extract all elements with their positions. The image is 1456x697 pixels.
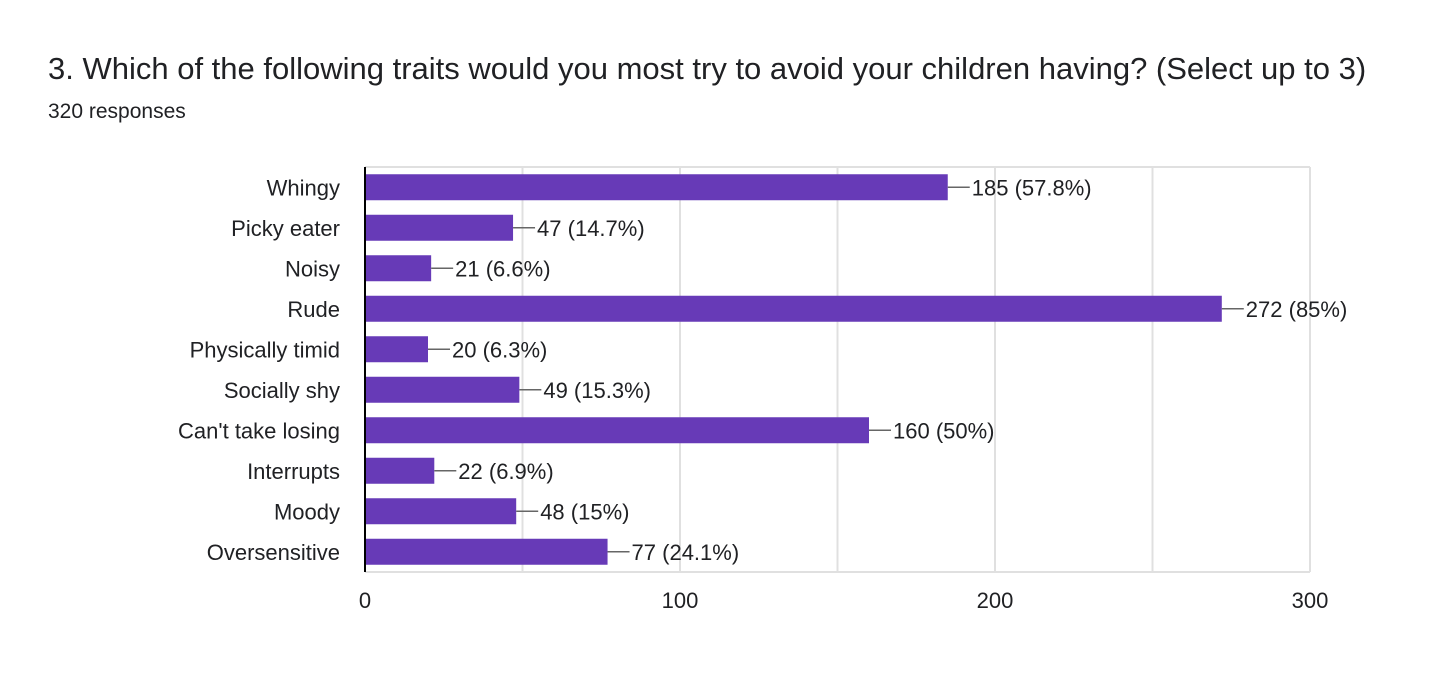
data-label: 185 (57.8%) <box>972 175 1092 200</box>
category-label: Picky eater <box>231 216 340 241</box>
bar-5[interactable] <box>365 376 520 403</box>
response-count: 320 responses <box>48 100 186 123</box>
category-label: Whingy <box>267 175 340 200</box>
data-label: 22 (6.9%) <box>458 459 553 484</box>
category-label: Noisy <box>285 256 340 281</box>
category-label: Physically timid <box>190 337 340 362</box>
category-label: Oversensitive <box>207 540 340 565</box>
x-tick-label: 300 <box>1292 588 1329 613</box>
data-label: 77 (24.1%) <box>632 540 740 565</box>
data-label: 160 (50%) <box>893 418 995 443</box>
data-label: 272 (85%) <box>1246 297 1348 322</box>
category-label: Interrupts <box>247 459 340 484</box>
data-label: 49 (15.3%) <box>543 378 651 403</box>
bar-6[interactable] <box>365 417 869 444</box>
bar-8[interactable] <box>365 498 517 525</box>
category-label: Can't take losing <box>178 418 340 443</box>
x-tick-label: 0 <box>359 588 371 613</box>
category-label: Moody <box>274 499 340 524</box>
grid-layer <box>365 166 1311 573</box>
bar-9[interactable] <box>365 538 608 565</box>
data-label: 48 (15%) <box>540 499 629 524</box>
category-label: Socially shy <box>224 378 340 403</box>
data-label: 47 (14.7%) <box>537 216 645 241</box>
question-title: 3. Which of the following traits would y… <box>48 51 1367 86</box>
bar-layer <box>365 174 1222 565</box>
x-tick-label: 200 <box>977 588 1014 613</box>
bar-1[interactable] <box>365 214 514 241</box>
axis-layer: 0 100 200 300 <box>359 167 1328 613</box>
data-label: 21 (6.6%) <box>455 256 550 281</box>
bar-2[interactable] <box>365 255 432 282</box>
category-label: Rude <box>287 297 340 322</box>
bar-4[interactable] <box>365 336 428 363</box>
data-label: 20 (6.3%) <box>452 337 547 362</box>
bar-3[interactable] <box>365 295 1222 322</box>
x-tick-label: 100 <box>662 588 699 613</box>
label-layer: Whingy 185 (57.8%) Picky eater 47 (14.7%) No… <box>178 175 1347 565</box>
bar-0[interactable] <box>365 174 948 201</box>
bar-7[interactable] <box>365 457 435 484</box>
